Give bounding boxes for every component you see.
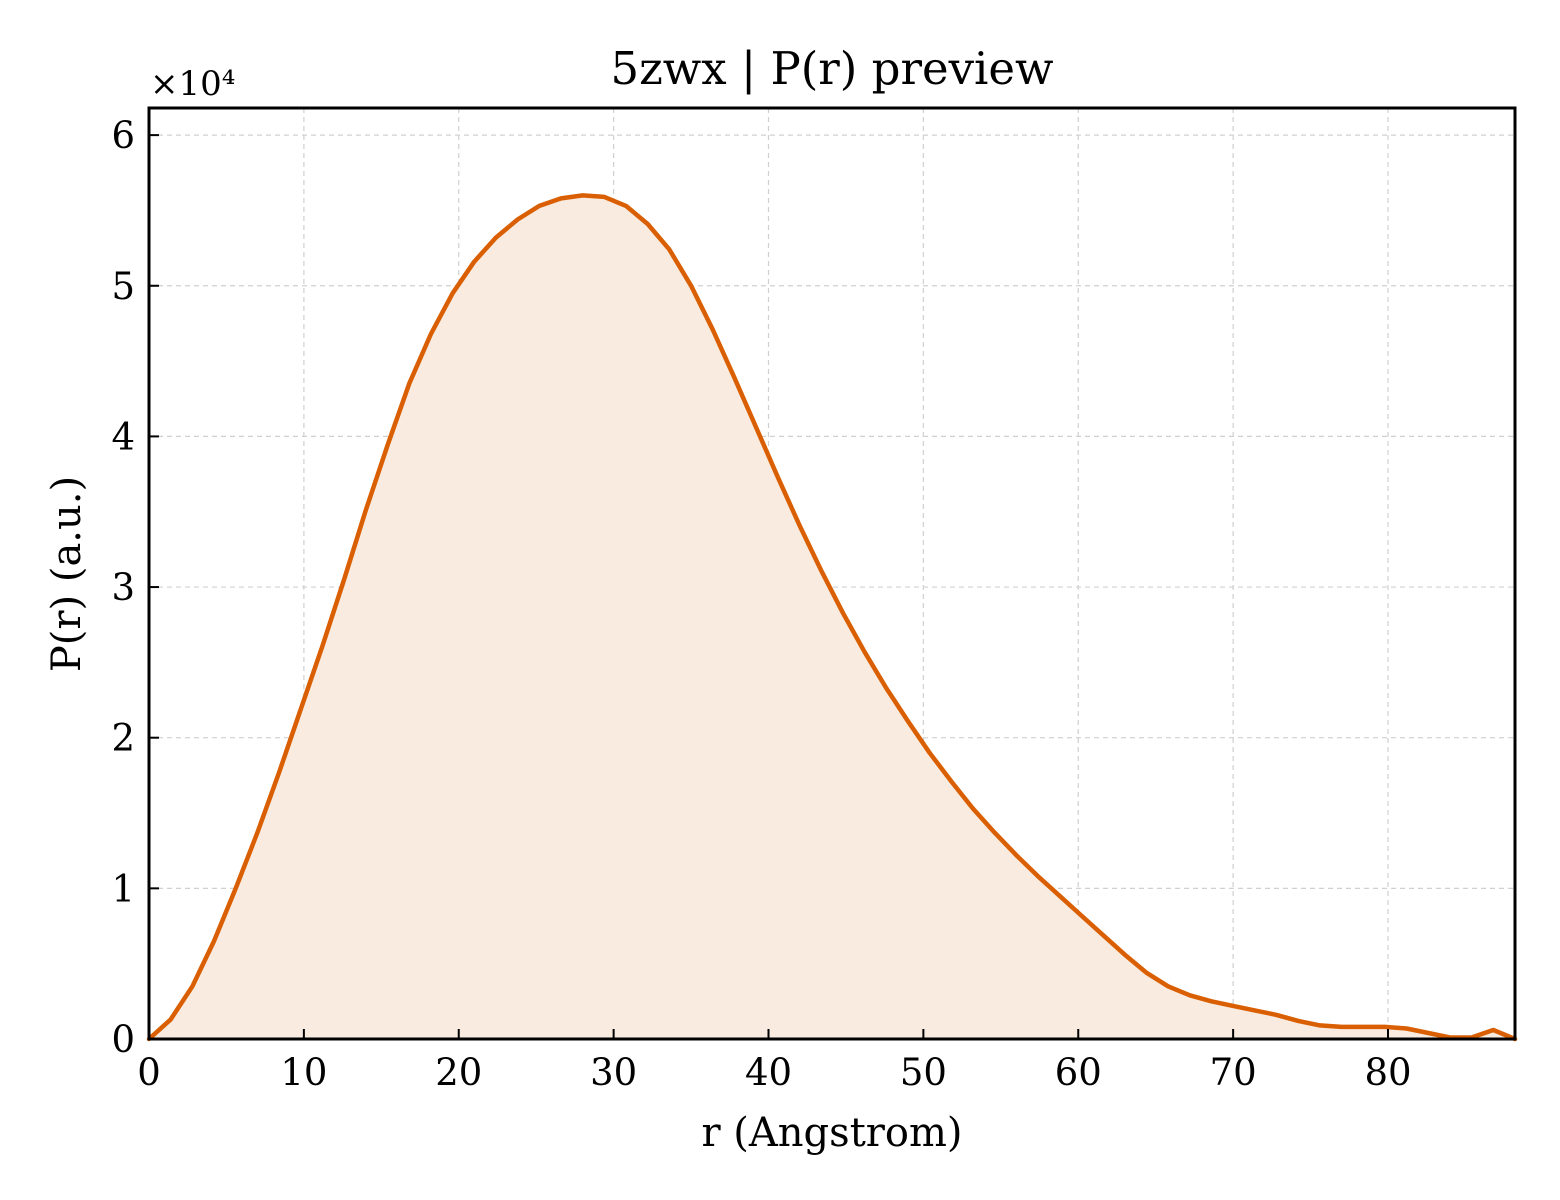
plot-frame — [147, 106, 1517, 1041]
x-tick-label: 50 — [900, 1051, 947, 1094]
y-tick-label: 6 — [111, 114, 135, 157]
x-tick-label: 10 — [280, 1051, 327, 1094]
pr-area-fill — [149, 195, 1515, 1039]
x-tick-label: 30 — [590, 1051, 637, 1094]
pr-curve-line — [146, 193, 1518, 1042]
x-axis-ticks: 0 10 20 30 40 50 60 70 80 — [137, 1029, 1412, 1094]
y-axis-multiplier: ×10⁴ — [150, 64, 235, 104]
y-tick-label: 0 — [111, 1018, 135, 1061]
x-tick-label: 0 — [137, 1051, 161, 1094]
y-axis-label: P(r) (a.u.) — [44, 476, 90, 672]
x-tick-label: 70 — [1210, 1051, 1257, 1094]
x-tick-label: 80 — [1364, 1051, 1411, 1094]
y-tick-label: 5 — [111, 265, 135, 308]
y-tick-label: 3 — [111, 566, 135, 609]
y-tick-label: 4 — [111, 415, 135, 458]
chart-title: 5zwx | P(r) preview — [610, 42, 1053, 95]
x-tick-label: 20 — [435, 1051, 482, 1094]
x-tick-label: 40 — [745, 1051, 792, 1094]
y-tick-label: 1 — [111, 867, 135, 910]
x-tick-label: 60 — [1055, 1051, 1102, 1094]
y-tick-label: 2 — [111, 717, 135, 760]
y-axis-ticks: 0 1 2 3 4 5 6 — [111, 114, 159, 1061]
x-axis-label: r (Angstrom) — [701, 1110, 962, 1156]
